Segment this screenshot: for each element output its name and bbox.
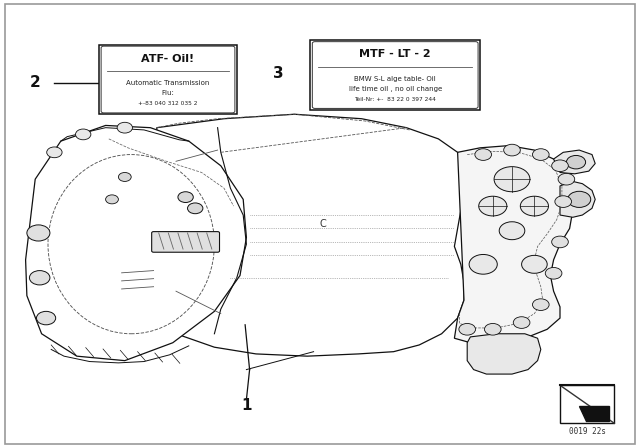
Circle shape: [459, 323, 476, 335]
Circle shape: [118, 172, 131, 181]
Text: 1: 1: [241, 398, 252, 413]
Polygon shape: [454, 146, 573, 343]
Text: 3: 3: [273, 66, 284, 82]
Text: Teil-Nr: +-  83 22 0 397 244: Teil-Nr: +- 83 22 0 397 244: [355, 97, 436, 102]
Circle shape: [504, 144, 520, 156]
Circle shape: [532, 299, 549, 310]
FancyBboxPatch shape: [312, 42, 478, 108]
Circle shape: [532, 149, 549, 160]
Circle shape: [27, 225, 50, 241]
Circle shape: [499, 222, 525, 240]
Text: +-83 040 312 035 2: +-83 040 312 035 2: [138, 101, 198, 106]
Circle shape: [188, 203, 203, 214]
Circle shape: [479, 196, 507, 216]
Circle shape: [484, 323, 501, 335]
FancyBboxPatch shape: [560, 385, 614, 423]
Circle shape: [76, 129, 91, 140]
Text: MTF - LT - 2: MTF - LT - 2: [360, 49, 431, 59]
Circle shape: [568, 191, 591, 207]
Text: Flu:: Flu:: [161, 90, 175, 96]
Text: life time oil , no oil change: life time oil , no oil change: [349, 86, 442, 92]
Polygon shape: [26, 125, 246, 361]
Circle shape: [545, 267, 562, 279]
Circle shape: [469, 254, 497, 274]
Circle shape: [106, 195, 118, 204]
Circle shape: [475, 149, 492, 160]
Circle shape: [36, 311, 56, 325]
FancyBboxPatch shape: [5, 4, 635, 444]
Circle shape: [513, 317, 530, 328]
Text: BMW S-L alge table- Oil: BMW S-L alge table- Oil: [355, 76, 436, 82]
Polygon shape: [467, 334, 541, 374]
Circle shape: [522, 255, 547, 273]
Text: 2: 2: [30, 75, 40, 90]
Circle shape: [47, 147, 62, 158]
Polygon shape: [579, 406, 609, 422]
Text: C: C: [320, 219, 326, 229]
Polygon shape: [157, 114, 464, 356]
Circle shape: [520, 196, 548, 216]
Circle shape: [566, 155, 586, 169]
FancyBboxPatch shape: [310, 40, 480, 110]
Circle shape: [178, 192, 193, 202]
Circle shape: [558, 173, 575, 185]
Text: 0019 22s: 0019 22s: [569, 427, 605, 436]
Circle shape: [29, 271, 50, 285]
FancyBboxPatch shape: [99, 45, 237, 114]
Circle shape: [555, 196, 572, 207]
Circle shape: [117, 122, 132, 133]
FancyBboxPatch shape: [152, 232, 220, 252]
Circle shape: [552, 160, 568, 172]
Circle shape: [494, 167, 530, 192]
Polygon shape: [560, 181, 595, 217]
FancyBboxPatch shape: [101, 46, 235, 113]
Circle shape: [552, 236, 568, 248]
Text: Automatic Transmission: Automatic Transmission: [126, 80, 210, 86]
Polygon shape: [554, 150, 595, 174]
Text: ATF- Oil!: ATF- Oil!: [141, 54, 195, 64]
